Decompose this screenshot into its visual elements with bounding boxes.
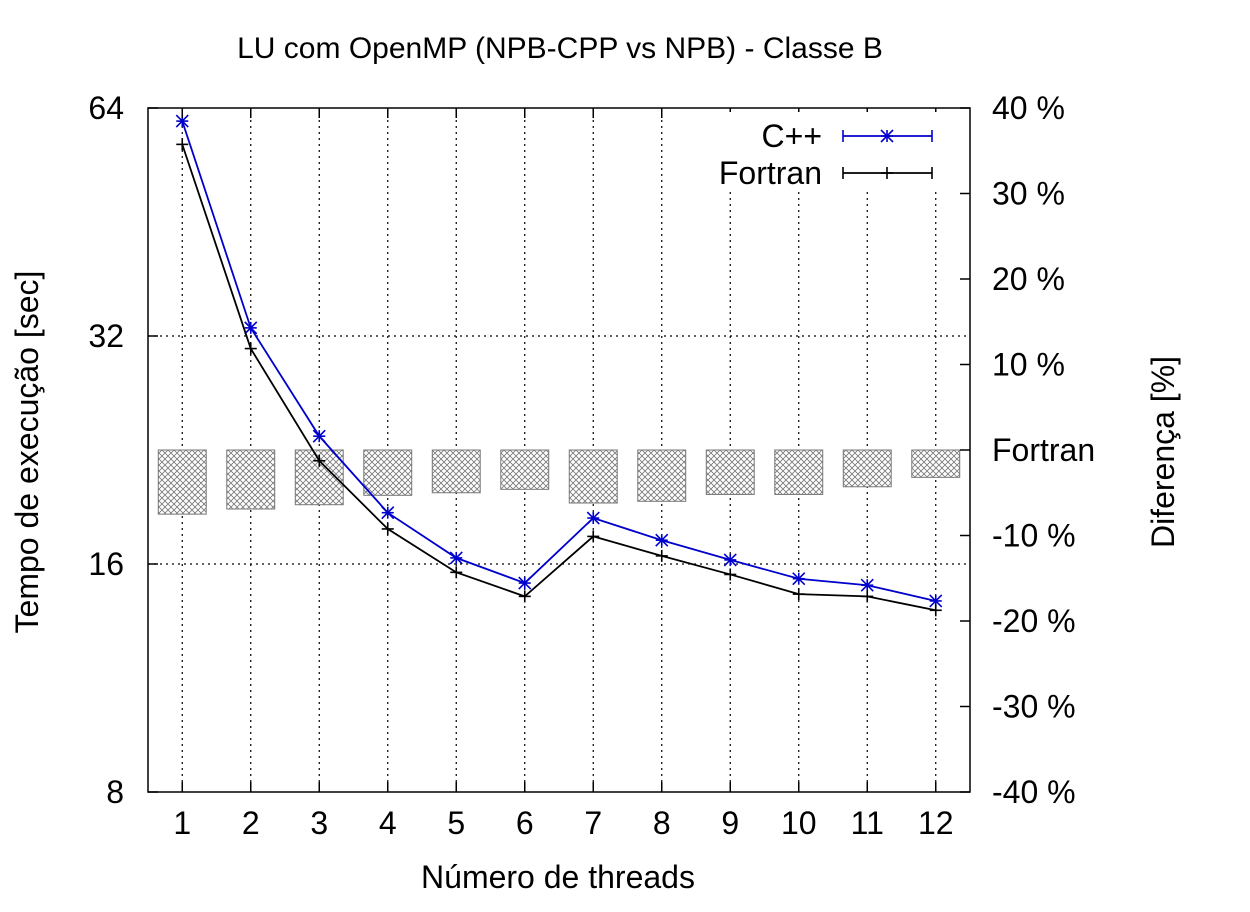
x-tick-label: 7 [584, 805, 602, 841]
plus-point [381, 522, 394, 535]
x-tick-label: 1 [173, 805, 191, 841]
plus-point [450, 566, 463, 579]
y-axis-label: Tempo de execução [sec] [9, 271, 45, 634]
y2-tick-label: Fortran [992, 432, 1095, 468]
plus-point [792, 588, 805, 601]
x-tick-label: 10 [781, 805, 817, 841]
star-point [312, 429, 326, 443]
chart-title: LU com OpenMP (NPB-CPP vs NPB) - Classe … [237, 32, 883, 65]
plus-point [587, 530, 600, 543]
plus-point [881, 167, 893, 179]
y2-tick-label: 20 % [992, 261, 1065, 297]
series-line-2 [181, 144, 936, 612]
difference-box [911, 449, 961, 478]
difference-box [500, 449, 550, 490]
plus-point [518, 590, 531, 603]
plus-point [313, 454, 326, 467]
difference-box [431, 449, 481, 494]
plus-point [176, 138, 189, 151]
difference-box [363, 449, 413, 496]
y-tick-label: 16 [88, 546, 124, 582]
star-point [518, 576, 532, 590]
legend-label: C++ [762, 118, 822, 154]
plus-point [929, 604, 942, 617]
y2-tick-label: -10 % [992, 518, 1076, 554]
x-tick-label: 5 [447, 805, 465, 841]
difference-boxes [157, 449, 961, 515]
x-axis-label: Número de threads [421, 859, 695, 895]
difference-box [637, 449, 687, 502]
plus-point [244, 342, 257, 355]
y2-tick-label: -30 % [992, 689, 1076, 725]
star-point [586, 511, 600, 525]
x-tick-label: 12 [918, 805, 954, 841]
y2-tick-label: 30 % [992, 176, 1065, 212]
difference-box [157, 449, 207, 515]
star-point [449, 551, 463, 565]
plus-point [655, 549, 668, 562]
star-point [381, 506, 395, 520]
x-tick-label: 2 [242, 805, 260, 841]
x-tick-label: 8 [653, 805, 671, 841]
legend-background [705, 112, 960, 190]
y-tick-label: 8 [106, 774, 124, 810]
star-point [244, 321, 258, 335]
star-point [792, 572, 806, 586]
plus-point [861, 590, 874, 603]
star-point [655, 533, 669, 547]
difference-box [226, 449, 276, 510]
y-tick-label: 32 [88, 318, 124, 354]
series-line-1 [181, 120, 936, 602]
plus-point [724, 568, 737, 581]
difference-box [568, 449, 618, 504]
y2-tick-label: 10 % [992, 347, 1065, 383]
star-point [860, 578, 874, 592]
difference-box [774, 449, 824, 495]
x-tick-label: 4 [379, 805, 397, 841]
series-lines [175, 114, 943, 617]
x-tick-label: 9 [721, 805, 739, 841]
x-tick-label: 3 [310, 805, 328, 841]
x-tick-label: 6 [516, 805, 534, 841]
y2-tick-label: 40 % [992, 90, 1065, 126]
x-tick-label: 11 [851, 805, 884, 841]
legend: C++Fortran [705, 112, 960, 191]
y-tick-label: 64 [88, 90, 124, 126]
y2-tick-label: -40 % [992, 774, 1076, 810]
y2-tick-label: -20 % [992, 603, 1076, 639]
star-point [880, 129, 894, 143]
difference-box [705, 449, 755, 495]
star-point [723, 553, 737, 567]
legend-label: Fortran [719, 155, 822, 191]
y2-axis-label: Diferença [%] [1145, 356, 1181, 548]
difference-box [842, 449, 892, 488]
